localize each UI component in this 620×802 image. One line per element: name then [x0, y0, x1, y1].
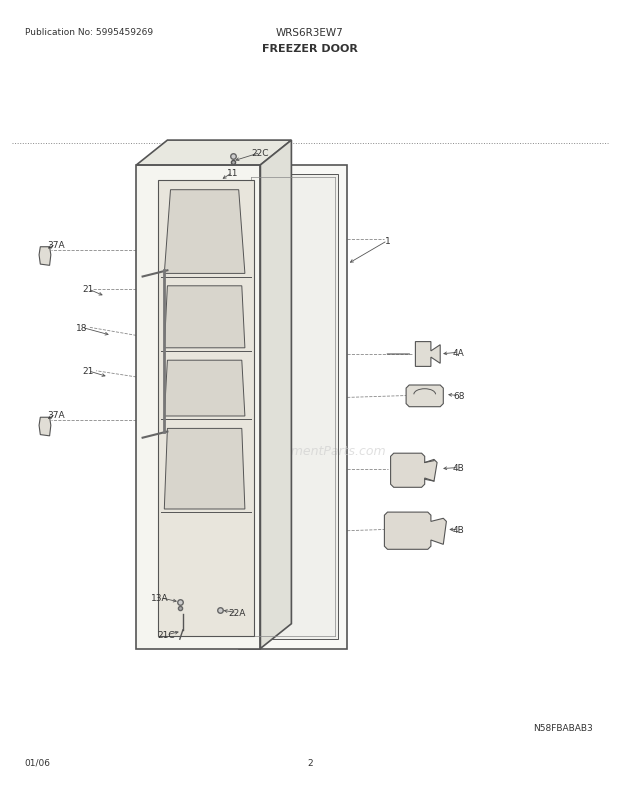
Text: 21C: 21C: [157, 630, 175, 639]
Text: 22A: 22A: [228, 608, 246, 618]
Polygon shape: [384, 512, 446, 549]
Text: 37A: 37A: [47, 410, 64, 419]
Text: 4A: 4A: [453, 348, 464, 357]
Text: WRS6R3EW7: WRS6R3EW7: [276, 28, 344, 38]
Polygon shape: [164, 190, 245, 274]
Polygon shape: [239, 166, 347, 649]
Text: FREEZER DOOR: FREEZER DOOR: [262, 44, 358, 54]
Polygon shape: [136, 166, 260, 649]
Polygon shape: [164, 286, 245, 348]
Text: 37A: 37A: [47, 241, 64, 249]
Text: 4B: 4B: [453, 464, 464, 472]
Polygon shape: [136, 141, 291, 166]
Polygon shape: [391, 454, 437, 488]
Text: N58FBABAB3: N58FBABAB3: [533, 723, 593, 732]
Text: 68: 68: [453, 391, 464, 400]
Text: 2: 2: [307, 758, 313, 767]
Polygon shape: [248, 175, 338, 639]
Polygon shape: [39, 418, 51, 436]
Text: eReplacementParts.com: eReplacementParts.com: [234, 444, 386, 457]
Polygon shape: [164, 361, 245, 416]
Text: 4B: 4B: [453, 525, 464, 534]
Polygon shape: [39, 248, 51, 266]
Text: 11: 11: [227, 168, 238, 177]
Polygon shape: [415, 342, 440, 367]
Text: 13A: 13A: [151, 593, 169, 602]
Polygon shape: [406, 386, 443, 407]
Text: 1: 1: [384, 237, 391, 245]
Polygon shape: [164, 429, 245, 509]
Text: 22C: 22C: [252, 149, 269, 158]
Text: 21: 21: [82, 285, 94, 294]
Text: 18: 18: [76, 323, 87, 332]
Text: Publication No: 5995459269: Publication No: 5995459269: [25, 28, 153, 37]
Polygon shape: [260, 141, 291, 649]
Text: 01/06: 01/06: [25, 758, 51, 767]
Polygon shape: [158, 181, 254, 636]
Text: 21: 21: [82, 367, 94, 376]
